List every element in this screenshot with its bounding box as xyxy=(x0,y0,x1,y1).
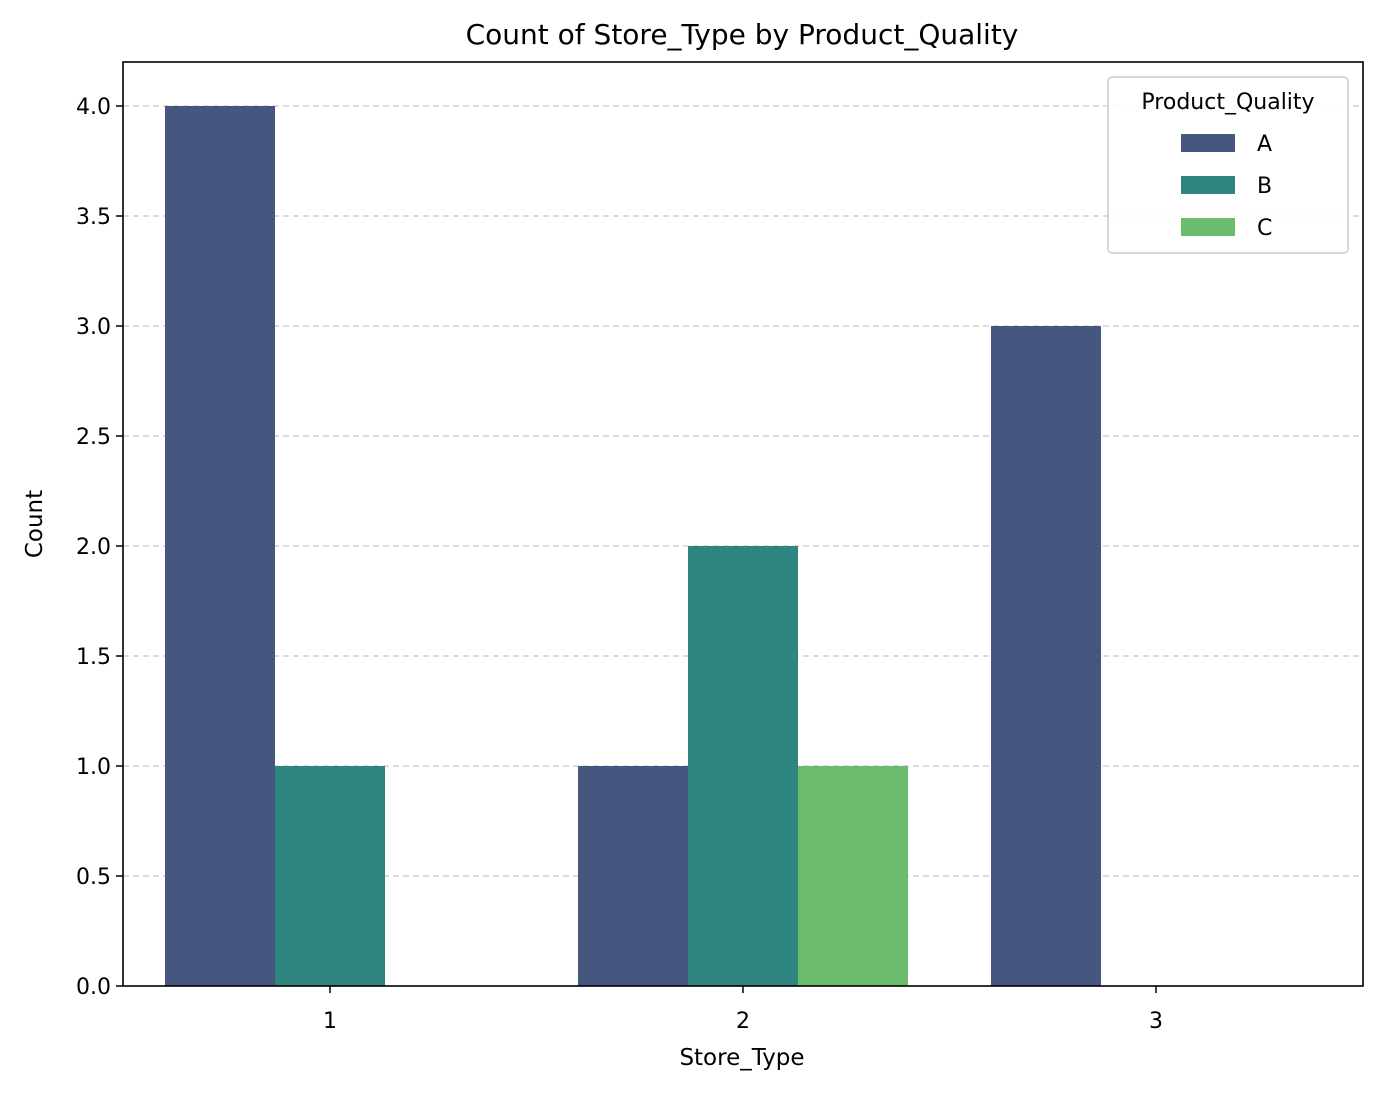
x-axis: 1 2 3 xyxy=(323,986,1163,1034)
y-tick-label: 0.5 xyxy=(76,865,111,890)
y-tick-label: 2.0 xyxy=(76,535,111,560)
y-tick-label: 4.0 xyxy=(76,95,111,120)
bar-A-3 xyxy=(991,326,1101,986)
bar-A-2 xyxy=(578,766,688,986)
y-tick-label: 3.5 xyxy=(76,205,111,230)
legend-label-B: B xyxy=(1257,174,1272,199)
bar-B-1 xyxy=(275,766,385,986)
legend-box xyxy=(1107,76,1349,254)
bar-B-2 xyxy=(688,546,798,986)
y-tick-label: 1.5 xyxy=(76,645,111,670)
bar-C-2 xyxy=(798,766,908,986)
legend-swatch-C xyxy=(1181,218,1235,236)
chart-title: Count of Store_Type by Product_Quality xyxy=(466,18,1019,51)
x-tick-label: 2 xyxy=(736,1009,750,1034)
x-axis-title: Store_Type xyxy=(679,1045,804,1071)
y-tick-label: 2.5 xyxy=(76,425,111,450)
legend-swatch-B xyxy=(1181,176,1235,194)
y-axis: 0.0 0.5 1.0 1.5 2.0 2.5 3.0 3.5 4.0 xyxy=(76,95,123,1000)
y-tick-label: 0.0 xyxy=(76,975,111,1000)
x-tick-label: 3 xyxy=(1149,1009,1163,1034)
legend-entries: ABC xyxy=(1181,132,1272,241)
y-tick-label: 1.0 xyxy=(76,755,111,780)
bar-A-1 xyxy=(165,106,275,986)
legend-label-C: C xyxy=(1257,216,1272,241)
legend-swatch-A xyxy=(1181,134,1235,152)
bars xyxy=(165,106,1101,986)
legend: Product_Quality ABC xyxy=(1107,76,1349,254)
x-tick-label: 1 xyxy=(323,1009,337,1034)
y-tick-label: 3.0 xyxy=(76,315,111,340)
legend-title: Product_Quality xyxy=(1141,90,1314,115)
y-axis-title: Count xyxy=(22,490,48,558)
legend-label-A: A xyxy=(1257,132,1272,157)
